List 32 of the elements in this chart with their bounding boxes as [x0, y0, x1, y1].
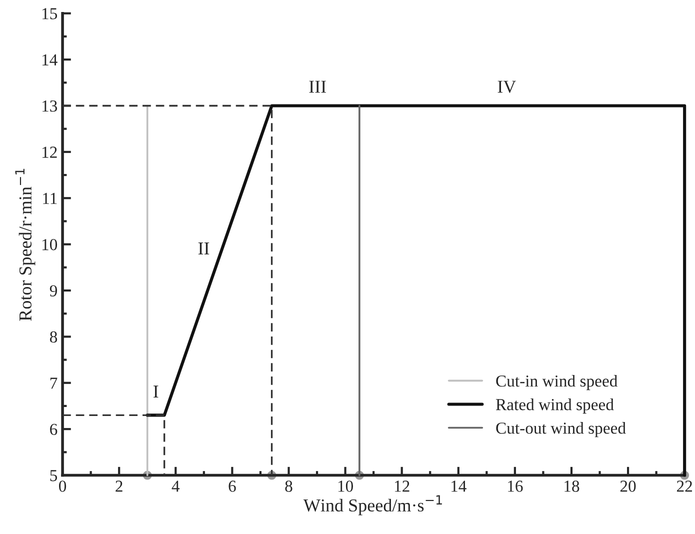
legend-label: Cut-out wind speed [496, 422, 626, 438]
y-axis-title: Rotor Speed/r·min$^{−1}$ [15, 168, 36, 321]
y-tick-label: 6 [50, 424, 58, 436]
y-tick-label: 12 [42, 146, 57, 158]
annotation: IV [498, 80, 516, 93]
y-tick-label: 5 [50, 470, 58, 482]
x-tick-label: 10 [338, 480, 353, 492]
x-tick-label: 4 [172, 480, 180, 492]
x-tick-label: 16 [508, 480, 523, 492]
y-tick-label: 15 [42, 8, 58, 20]
annotation: II [198, 242, 210, 254]
y-tick-label: 13 [42, 100, 58, 112]
annotation: III [309, 80, 326, 93]
x-tick-label: 0 [59, 480, 66, 492]
annotation: I [154, 386, 158, 398]
x-axis-title: Wind Speed/m·s$^{−1}$ [303, 495, 442, 516]
x-tick-label: 6 [228, 480, 236, 492]
legend-label: Rated wind speed [496, 398, 614, 414]
y-tick-label: 10 [42, 239, 58, 250]
y-tick-label: 7 [50, 378, 58, 389]
y-tick-label: 8 [50, 331, 58, 343]
y-tick-label: 11 [43, 192, 57, 204]
x-tick-label: 14 [452, 480, 466, 492]
x-tick-label: 8 [285, 480, 292, 492]
y-tick-label: 14 [42, 54, 58, 66]
y-tick-label: 9 [50, 285, 58, 296]
x-tick-label: 2 [116, 480, 122, 492]
x-tick-label: 20 [620, 480, 636, 492]
x-tick-label: 12 [394, 480, 410, 492]
x-tick-label: 22 [676, 480, 692, 492]
legend-label: Cut-in wind speed [496, 374, 618, 390]
x-tick-label: 18 [564, 480, 580, 492]
